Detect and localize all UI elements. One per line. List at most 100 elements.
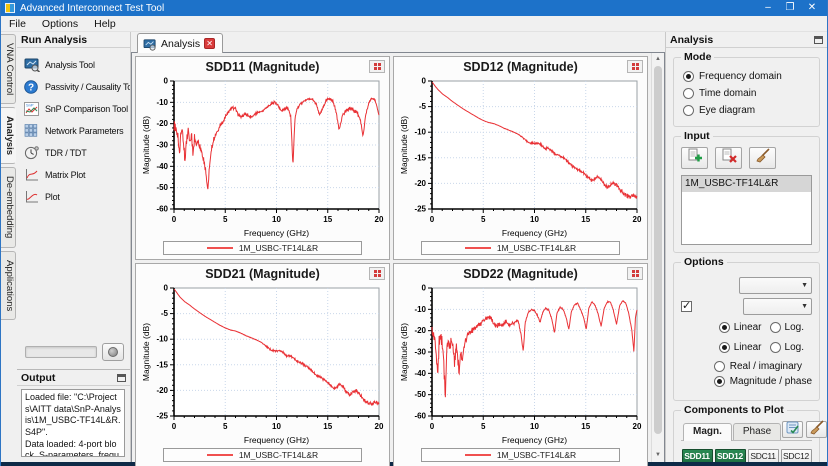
svg-text:-50: -50 (156, 183, 168, 192)
sidebar-tab-vna-control[interactable]: VNA Control (1, 34, 16, 105)
expand-plot-button[interactable] (369, 267, 385, 280)
analysis-panel-header: Analysis (666, 32, 827, 48)
type-option-magnitude-phase[interactable]: Magnitude / phase (713, 374, 812, 389)
plot-title-row: SDD12 (Magnitude) (396, 58, 645, 76)
svg-text:-25: -25 (156, 412, 168, 421)
mode-option-frequency-domain[interactable]: Frequency domain (681, 68, 812, 85)
mode-option-time-domain[interactable]: Time domain (681, 85, 812, 102)
legend-series-label: 1M_USBC-TF14L&R (238, 450, 319, 460)
stop-button[interactable] (102, 343, 124, 361)
scroll-up-icon[interactable]: ▲ (655, 56, 661, 62)
expand-plot-button[interactable] (627, 60, 643, 73)
type-option-real-imaginary[interactable]: Real / imaginary (713, 359, 812, 374)
snp-list-item[interactable]: 1M_USBC-TF14L&R (682, 176, 811, 192)
sidebar-tab-applications[interactable]: Applications (1, 250, 16, 320)
radio-icon[interactable] (683, 71, 694, 82)
scrollbar-thumb[interactable] (654, 66, 662, 434)
radio-icon[interactable] (718, 321, 730, 333)
legend-series-label: 1M_USBC-TF14L&R (496, 450, 577, 460)
scrollbar-track[interactable] (652, 66, 664, 449)
vertical-scrollbar[interactable]: ▲ ▼ (651, 53, 664, 462)
plot-canvas[interactable]: 0 5 10 15 20 0 -10 -20 -30 -40 -50 -60 Frequency (GH… (140, 76, 386, 240)
svg-text:-30: -30 (414, 348, 426, 357)
radio-icon[interactable] (683, 105, 694, 116)
minimize-button[interactable]: – (765, 2, 771, 13)
x-axis-log-radio[interactable]: Log. (769, 321, 804, 333)
y-axis-linear-radio[interactable]: Linear (718, 341, 762, 353)
tool-snp-comparison-tool[interactable]: SnP SnP Comparison Tool (23, 98, 128, 120)
radio-icon[interactable] (769, 321, 781, 333)
tool-plot[interactable]: Plot (23, 186, 128, 208)
diff-mode-select[interactable]: ▼ (743, 298, 812, 315)
tool-tdr-tdt[interactable]: TDR / TDT (23, 142, 128, 164)
components-tab-phase[interactable]: Phase (732, 423, 782, 440)
svg-text:-10: -10 (156, 335, 168, 344)
x-axis-linear-radio[interactable]: Linear (718, 321, 762, 333)
checkbox-icon[interactable] (681, 299, 692, 312)
clock-icon (24, 146, 40, 160)
expand-plot-button[interactable] (627, 267, 643, 280)
undock-icon[interactable] (814, 35, 823, 44)
diff-mode-row: ▼ (681, 298, 812, 315)
expand-plot-button[interactable] (369, 60, 385, 73)
tool-label: Passivity / Causality Tool (45, 82, 130, 92)
mode-group-title: Mode (681, 51, 715, 63)
scroll-down-icon[interactable]: ▼ (655, 452, 661, 458)
svg-text:0: 0 (171, 422, 176, 431)
sidebar-tab-analysis[interactable]: Analysis (1, 107, 16, 165)
svg-text:5: 5 (481, 215, 486, 224)
radio-icon[interactable] (718, 341, 730, 353)
radio-icon[interactable] (769, 341, 781, 353)
output-header: Output (17, 370, 130, 386)
tool-network-parameters[interactable]: Network Parameters (23, 120, 128, 142)
circle-icon (108, 347, 118, 357)
tool-passivity-causality-tool[interactable]: ? Passivity / Causality Tool (23, 76, 130, 98)
plot-legend: 1M_USBC-TF14L&R (162, 448, 363, 462)
component-button-sdd12[interactable]: SDD12 (714, 449, 746, 462)
radio-icon[interactable] (683, 88, 694, 99)
svg-text:-40: -40 (156, 162, 168, 171)
select-components-button[interactable] (782, 421, 804, 438)
component-button-sdc12[interactable]: SDC12 (780, 449, 812, 462)
snp-file-list[interactable]: 1M_USBC-TF14L&R (681, 175, 812, 245)
add-snp-button[interactable] (681, 147, 708, 169)
broom-icon (809, 419, 825, 440)
undock-icon[interactable] (117, 373, 126, 382)
plot-canvas[interactable]: 0 5 10 15 20 0 -5 -10 -15 -20 -25 Frequency (GHz) Ma… (140, 283, 386, 447)
component-button-sdc11[interactable]: SDC11 (747, 449, 779, 462)
remove-snp-button[interactable] (715, 147, 742, 169)
diff-mode-checkbox[interactable] (681, 299, 743, 312)
component-button-sdd11[interactable]: SDD11 (681, 449, 713, 462)
mode-option-eye-diagram[interactable]: Eye diagram (681, 102, 812, 119)
parameters-select[interactable]: ▼ (739, 277, 812, 294)
svg-text:10: 10 (530, 422, 539, 431)
y-axis-log-radio[interactable]: Log. (769, 341, 804, 353)
sidebar-tab-de-embedding[interactable]: De-embedding (1, 167, 16, 248)
radio-icon[interactable] (713, 376, 725, 387)
tool-label: SnP Comparison Tool (45, 104, 128, 114)
plot-canvas[interactable]: 0 5 10 15 20 0 -5 -10 -15 -20 -25 Frequency (GHz) Ma… (398, 76, 644, 240)
expand-icon (373, 63, 377, 66)
svg-text:-20: -20 (414, 179, 426, 188)
clear-snp-button[interactable] (749, 147, 776, 169)
components-tab-magn[interactable]: Magn. (683, 423, 732, 441)
menu-options[interactable]: Options (41, 17, 79, 30)
tool-analysis-tool[interactable]: Analysis Tool (23, 54, 128, 76)
menu-file[interactable]: File (9, 17, 26, 30)
tab-analysis[interactable]: Analysis ✕ (137, 33, 224, 53)
plot-title-row: SDD11 (Magnitude) (138, 58, 387, 76)
radio-icon[interactable] (713, 361, 725, 372)
input-group-title: Input (681, 130, 713, 142)
expand-icon (373, 270, 377, 273)
tool-matrix-plot[interactable]: Matrix Plot (23, 164, 128, 186)
plot-canvas[interactable]: 0 5 10 15 20 0 -10 -20 -30 -40 -50 -60 Frequency (GH… (398, 283, 644, 447)
tab-close-icon[interactable]: ✕ (204, 38, 216, 49)
radio-label: Magnitude / phase (729, 376, 812, 387)
clear-components-button[interactable] (806, 419, 827, 440)
menu-help[interactable]: Help (94, 17, 116, 30)
maximize-button[interactable]: ❐ (785, 2, 795, 13)
tool-label: Matrix Plot (45, 170, 86, 180)
close-button[interactable]: ✕ (807, 2, 817, 13)
radio-label: Log. (784, 321, 804, 333)
